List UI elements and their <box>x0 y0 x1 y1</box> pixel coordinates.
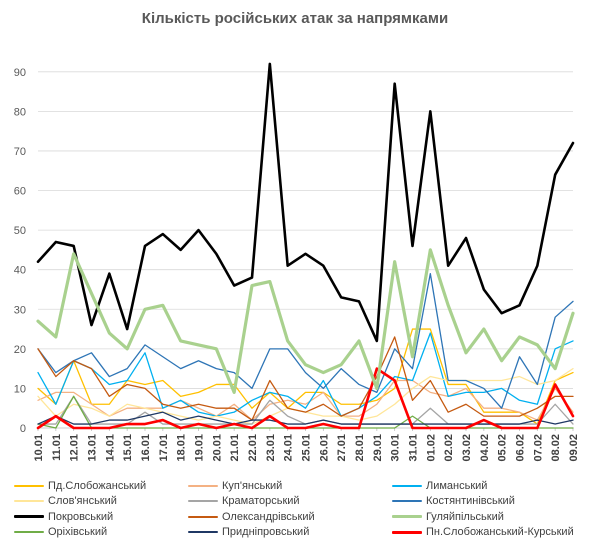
legend-label: Придніпровський <box>222 526 310 538</box>
legend-item: Покровський <box>14 509 113 524</box>
x-tick-label: 30.01 <box>390 434 402 462</box>
x-tick-label: 17.01 <box>158 434 170 462</box>
legend-item: Олександрівський <box>188 509 315 524</box>
legend-item: Гуляйпільський <box>392 509 504 524</box>
legend-item: Краматорський <box>188 494 300 509</box>
series-line-7 <box>37 336 574 421</box>
legend-label: Оріхівський <box>48 526 108 538</box>
legend-swatch <box>14 515 44 518</box>
x-tick-label: 23.01 <box>265 434 277 462</box>
x-tick-label: 16.01 <box>140 434 152 462</box>
legend-swatch <box>392 484 422 487</box>
y-tick-label: 40 <box>14 265 26 277</box>
legend-swatch <box>188 515 218 518</box>
x-tick-label: 02.02 <box>443 434 455 462</box>
legend-swatch <box>392 530 422 534</box>
legend-item: Слов'янський <box>14 494 117 509</box>
line-chart: 0 10 20 30 40 50 60 70 80 90 10.01 11.01 12.01 13.01 1… <box>14 62 580 462</box>
x-tick-label: 15.01 <box>122 434 134 462</box>
legend-item: Куп'янський <box>188 478 282 493</box>
y-tick-label: 50 <box>14 225 26 237</box>
y-tick-label: 30 <box>14 304 26 316</box>
legend-item: Придніпровський <box>188 525 309 540</box>
x-tick-label: 08.02 <box>550 434 562 462</box>
chart-title: Кількість російських атак за напрямками <box>141 10 449 27</box>
legend-label: Гуляйпільський <box>426 510 504 523</box>
legend-swatch <box>188 484 218 487</box>
y-tick-label: 60 <box>14 186 26 198</box>
x-tick-label: 22.01 <box>247 434 259 462</box>
series-line-10 <box>37 411 574 425</box>
legend-swatch <box>14 531 44 533</box>
y-tick-label: 0 <box>20 423 26 435</box>
legend-item: Костянтинівський <box>392 494 515 509</box>
legend-swatch <box>188 531 218 533</box>
legend-item: Пн.Слобожанський-Курський <box>392 525 574 540</box>
legend-label: Олександрівський <box>222 510 315 523</box>
x-tick-label: 09.02 <box>568 434 580 462</box>
x-tick-label: 13.01 <box>87 434 99 462</box>
legend-label: Краматорський <box>222 495 300 507</box>
x-tick-label: 06.02 <box>515 434 527 462</box>
series-line-1 <box>37 379 574 421</box>
series-line-11 <box>36 367 575 430</box>
x-tick-label: 25.01 <box>301 434 313 462</box>
legend-label: Слов'янський <box>48 495 117 507</box>
legend-swatch <box>14 500 44 502</box>
series-line-2 <box>37 332 574 417</box>
legend-label: Покровський <box>48 510 114 523</box>
x-tick-label: 03.02 <box>461 434 473 462</box>
x-tick-label: 01.02 <box>425 434 437 462</box>
legend-label: Лиманський <box>426 479 488 492</box>
x-tick-label: 11.01 <box>51 434 63 461</box>
x-tick-label: 21.01 <box>229 434 241 462</box>
legend-swatch <box>14 484 44 487</box>
y-tick-label: 90 <box>14 67 26 79</box>
x-tick-label: 10.01 <box>33 434 45 462</box>
x-tick-label: 19.01 <box>194 434 206 462</box>
series-line-5 <box>37 272 574 409</box>
legend-item: Пд.Слобожанський <box>14 478 146 493</box>
chart-legend: Пд.Слобожанський Куп'янський Лиманський Сло… <box>14 478 589 540</box>
x-tick-label: 07.02 <box>532 434 544 462</box>
legend-label: Пн.Слобожанський-Курський <box>426 526 574 538</box>
y-tick-label: 80 <box>14 106 26 118</box>
y-tick-label: 20 <box>14 344 26 356</box>
x-tick-label: 18.01 <box>176 434 188 462</box>
y-tick-label: 70 <box>14 146 26 158</box>
x-tick-label: 14.01 <box>104 434 116 462</box>
series-line-8 <box>36 248 575 394</box>
x-tick-label: 28.01 <box>354 434 366 462</box>
y-tick-label: 10 <box>14 383 26 395</box>
legend-label: Куп'янський <box>222 479 283 492</box>
legend-swatch <box>392 500 422 502</box>
legend-item: Лиманський <box>392 478 487 493</box>
legend-swatch <box>188 500 218 502</box>
x-tick-label: 29.01 <box>372 434 384 462</box>
x-tick-label: 31.01 <box>408 434 420 462</box>
legend-label: Костянтинівський <box>426 495 515 507</box>
x-tick-label: 12.01 <box>69 434 81 462</box>
x-tick-label: 04.02 <box>479 434 491 462</box>
series-line-6 <box>36 62 575 343</box>
x-tick-label: 20.01 <box>211 434 223 462</box>
legend-swatch <box>392 515 422 518</box>
x-tick-label: 05.02 <box>497 434 509 462</box>
x-tick-label: 27.01 <box>336 434 348 462</box>
legend-item: Оріхівський <box>14 525 107 540</box>
x-tick-label: 24.01 <box>283 434 295 462</box>
legend-label: Пд.Слобожанський <box>48 479 147 492</box>
x-tick-label: 26.01 <box>318 434 330 462</box>
